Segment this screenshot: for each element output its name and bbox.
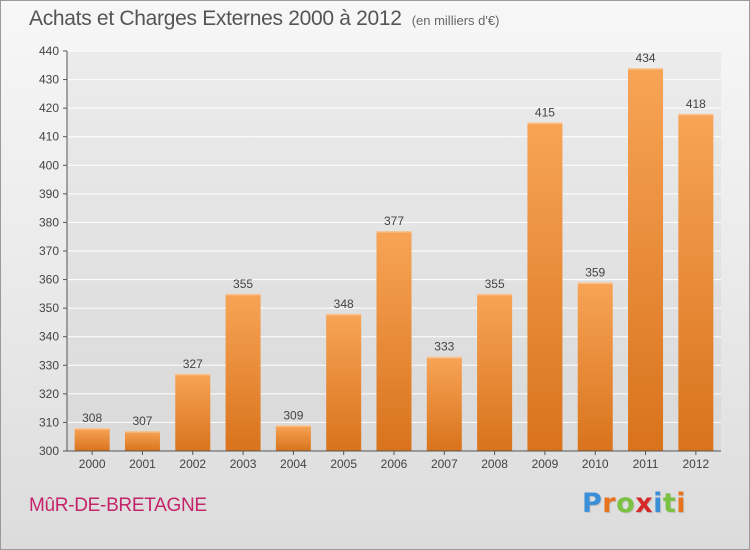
bar-highlight	[477, 293, 513, 296]
y-tick-label: 420	[39, 101, 59, 115]
data-label: 377	[384, 214, 404, 228]
bar-highlight	[275, 425, 311, 427]
x-tick-label: 2002	[179, 457, 206, 471]
x-tick-label: 2001	[129, 457, 156, 471]
bar-highlight	[225, 293, 261, 296]
bar-highlight	[426, 356, 462, 359]
y-tick-label: 380	[39, 215, 59, 229]
logo-letter: i	[653, 488, 663, 519]
data-label: 309	[283, 408, 303, 422]
bars	[74, 68, 714, 452]
y-tick-label: 400	[39, 158, 59, 172]
logo-letter: o	[616, 488, 636, 519]
bar	[225, 293, 261, 451]
x-tick-label: 2011	[633, 457, 659, 471]
y-tick-label: 310	[39, 415, 59, 429]
data-label: 434	[636, 51, 656, 65]
chart-unit-text: (en milliers d'€)	[411, 13, 500, 28]
y-tick-label: 390	[39, 187, 59, 201]
x-tick-label: 2012	[682, 457, 709, 471]
bar	[477, 293, 513, 451]
bar	[326, 313, 362, 451]
x-tick-label: 2003	[230, 457, 257, 471]
y-tick-label: 340	[39, 330, 59, 344]
bar	[527, 122, 563, 451]
x-tick-label: 2008	[481, 457, 508, 471]
chart-title: Achats et Charges Externes 2000 à 2012 (e…	[29, 7, 499, 31]
data-label: 418	[686, 97, 706, 111]
logo-letter: r	[602, 488, 617, 519]
bar-highlight	[678, 113, 714, 116]
y-tick-label: 440	[39, 44, 59, 58]
logo-letter: P	[582, 488, 603, 519]
data-label: 308	[82, 411, 102, 425]
y-tick-label: 350	[39, 301, 59, 315]
bar	[275, 425, 311, 451]
place-name: MûR-DE-BRETAGNE	[29, 495, 207, 516]
x-tick-label: 2004	[280, 457, 307, 471]
x-tick-label: 2010	[582, 457, 609, 471]
bar	[426, 356, 462, 451]
proxiti-logo: Proxiti	[582, 488, 686, 519]
axes	[63, 50, 721, 455]
bar-highlight	[74, 428, 110, 430]
logo-letter: i	[676, 488, 687, 519]
bar-highlight	[124, 431, 160, 433]
data-label: 307	[132, 414, 152, 428]
bar	[628, 68, 664, 452]
bar	[577, 282, 613, 451]
y-tick-label: 370	[39, 244, 59, 258]
logo-letter: t	[662, 488, 677, 519]
x-tick-label: 2009	[532, 457, 559, 471]
bar-highlight	[376, 231, 412, 233]
data-label: 415	[535, 105, 555, 119]
bar	[678, 113, 714, 451]
bar	[74, 428, 110, 451]
bar-highlight	[175, 373, 211, 376]
data-label: 327	[183, 357, 203, 371]
y-tick-label: 410	[39, 130, 59, 144]
data-label: 359	[585, 265, 605, 279]
y-tick-label: 320	[39, 387, 59, 401]
bar-highlight	[628, 68, 664, 70]
data-label: 355	[485, 277, 505, 291]
y-tick-label: 330	[39, 358, 59, 372]
chart-title-text: Achats et Charges Externes 2000 à 2012	[29, 7, 402, 30]
data-label: 333	[434, 340, 454, 354]
bar	[124, 431, 160, 451]
bar	[376, 231, 412, 451]
labels: 300 310 320 330 340 350 360 370 380 390 400 410 420 4…	[39, 44, 710, 471]
bar-highlight	[326, 313, 362, 316]
bar	[175, 373, 211, 451]
bar-highlight	[577, 282, 613, 284]
y-tick-label: 300	[39, 444, 59, 458]
bar-highlight	[527, 122, 563, 124]
x-tick-label: 2005	[330, 457, 357, 471]
logo-letter: x	[635, 488, 654, 519]
x-tick-label: 2006	[381, 457, 408, 471]
y-tick-label: 430	[39, 73, 59, 87]
data-label: 355	[233, 277, 253, 291]
data-label: 348	[334, 297, 354, 311]
x-tick-label: 2000	[79, 457, 106, 471]
x-tick-label: 2007	[431, 457, 458, 471]
y-tick-label: 360	[39, 273, 59, 287]
